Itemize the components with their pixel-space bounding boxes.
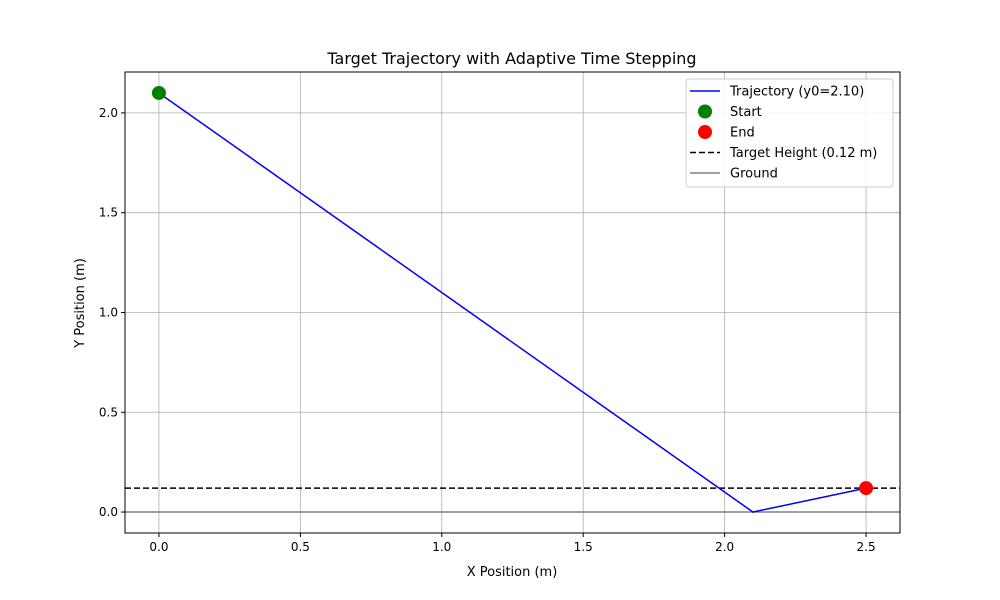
- y-tick-label: 0.0: [99, 505, 118, 519]
- legend-label: End: [730, 126, 755, 141]
- legend-marker: [698, 104, 712, 119]
- y-axis-label: Y Position (m): [73, 258, 88, 349]
- legend-label: Target Height (0.12 m): [729, 146, 877, 161]
- axes: 0.0 0.5 1.0 1.5 2.0 2.5 0.0 0.5 1.0 1.5 2.0: [99, 71, 901, 554]
- y-tick-label: 1.5: [99, 206, 118, 220]
- legend: Trajectory (y0=2.10) Start End Target Heigh…: [685, 78, 894, 188]
- plot-series: [125, 85, 900, 513]
- start-point: [151, 85, 166, 100]
- x-tick-label: 2.0: [715, 540, 734, 554]
- legend-label: Trajectory (y0=2.10): [729, 85, 864, 100]
- legend-box: [685, 78, 894, 188]
- end-point: [859, 481, 874, 496]
- plot-frame: [124, 71, 901, 534]
- x-tick-label: 0.0: [149, 540, 168, 554]
- x-tick-label: 1.0: [432, 540, 451, 554]
- x-tick-label: 1.5: [574, 540, 593, 554]
- legend-marker: [698, 125, 712, 139]
- x-tick-label: 2.5: [857, 540, 876, 554]
- y-tick-label: 1.0: [99, 305, 118, 319]
- chart-title: Target Trajectory with Adaptive Time Ste…: [326, 49, 696, 68]
- x-axis-label: X Position (m): [467, 565, 558, 580]
- trajectory-line: [158, 92, 867, 513]
- y-tick-label: 2.0: [99, 106, 118, 120]
- y-tick-label: 0.5: [99, 405, 118, 419]
- x-tick-label: 0.5: [291, 540, 310, 554]
- legend-label: Ground: [730, 167, 778, 182]
- legend-label: Start: [730, 105, 762, 120]
